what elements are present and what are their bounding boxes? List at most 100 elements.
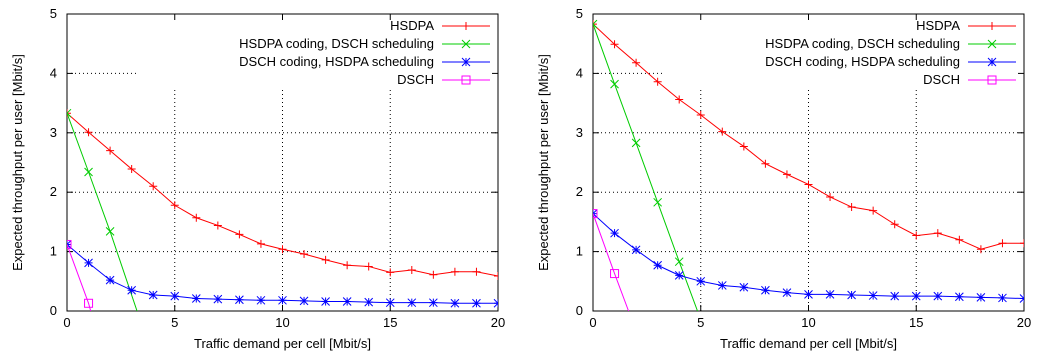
data-point (717, 281, 727, 290)
data-point (890, 220, 899, 229)
data-point (804, 180, 813, 189)
data-point (804, 290, 813, 299)
data-point (407, 266, 416, 275)
legend: HSDPA HSDPA coding, DSCH scheduling DSCH c… (239, 18, 490, 87)
y-tick-label: 0 (50, 303, 57, 318)
legend-label: DSCH coding, HSDPA scheduling (239, 54, 434, 69)
legend-marker (987, 39, 997, 49)
series-line (67, 244, 92, 311)
y-tick-label: 5 (576, 6, 583, 21)
data-point (493, 298, 498, 308)
data-point (192, 213, 201, 222)
y-tick-label: 2 (576, 184, 583, 199)
legend-marker (461, 75, 471, 85)
series-3 (67, 239, 94, 311)
legend: HSDPA HSDPA coding, DSCH scheduling DSCH c… (765, 18, 1016, 87)
legend-label: DSCH coding, HSDPA scheduling (765, 54, 960, 69)
x-tick-label: 20 (1017, 315, 1031, 330)
y-tick-label: 4 (50, 65, 57, 80)
legend-label: HSDPA coding, DSCH scheduling (765, 36, 960, 51)
data-point (610, 269, 620, 279)
data-point (653, 197, 663, 207)
x-tick-label: 20 (491, 315, 505, 330)
data-point (826, 192, 835, 201)
data-point (127, 285, 137, 295)
data-point (718, 127, 727, 136)
data-point (912, 231, 921, 240)
data-point (429, 270, 438, 279)
legend-label: HSDPA (916, 18, 960, 33)
data-point (84, 258, 93, 268)
data-point (342, 297, 352, 306)
data-point (450, 267, 459, 276)
series-1 (593, 19, 698, 311)
data-point (998, 293, 1007, 303)
x-tick-label: 0 (589, 315, 596, 330)
data-point (825, 290, 835, 299)
data-point (149, 182, 158, 191)
data-point (67, 109, 71, 118)
data-point (105, 227, 115, 236)
data-point (610, 40, 619, 49)
series-1 (67, 108, 138, 311)
legend-marker (461, 39, 471, 49)
data-point (782, 170, 791, 179)
data-point (235, 230, 244, 239)
data-point (300, 249, 309, 258)
data-point (1019, 294, 1024, 303)
x-tick-label: 0 (63, 315, 70, 330)
data-point (675, 95, 684, 104)
series-0 (593, 20, 1024, 254)
legend-marker (987, 57, 997, 67)
legend-marker (987, 75, 997, 85)
data-point (631, 245, 641, 255)
data-point (343, 261, 352, 270)
data-point (84, 167, 93, 177)
x-tick-label: 10 (275, 315, 289, 330)
grid (593, 72, 1024, 311)
legend-marker (988, 22, 996, 30)
data-point (494, 271, 498, 280)
data-point (610, 79, 619, 89)
chart-left: 0 5 10 15 20 0 1 2 3 4 5 Traffic demand per cell [M… (10, 6, 505, 351)
data-point (321, 297, 330, 306)
y-tick-label: 0 (576, 303, 583, 318)
x-tick-label: 15 (909, 315, 923, 330)
data-point (911, 291, 921, 301)
data-point (170, 201, 179, 210)
data-point (472, 298, 481, 308)
y-axis-label: Expected throughput per user [Mbit/s] (536, 54, 551, 271)
data-point (593, 20, 597, 29)
x-tick-label: 5 (171, 315, 178, 330)
data-point (696, 276, 706, 286)
data-point (450, 298, 460, 308)
data-point (653, 260, 663, 270)
data-point (385, 298, 395, 308)
data-point (364, 297, 374, 307)
legend-label: DSCH (923, 72, 960, 87)
data-point (998, 239, 1007, 248)
y-axis-label: Expected throughput per user [Mbit/s] (10, 54, 25, 271)
data-point (933, 229, 942, 238)
legend-marker (461, 57, 471, 67)
x-axis-label: Traffic demand per cell [Mbit/s] (720, 336, 897, 351)
data-point (428, 298, 438, 308)
data-point (593, 209, 598, 219)
data-point (631, 138, 641, 148)
data-point (472, 267, 481, 276)
legend-label: HSDPA coding, DSCH scheduling (239, 36, 434, 51)
data-point (976, 292, 986, 302)
x-tick-label: 15 (383, 315, 397, 330)
data-point (610, 228, 619, 238)
data-point (278, 245, 287, 254)
data-point (653, 77, 662, 86)
data-point (674, 257, 684, 267)
data-point (191, 294, 201, 303)
y-tick-label: 5 (50, 6, 57, 21)
data-point (84, 128, 93, 137)
legend-marker (462, 22, 470, 30)
data-point (933, 291, 943, 301)
data-point (976, 245, 985, 254)
data-point (299, 296, 309, 306)
